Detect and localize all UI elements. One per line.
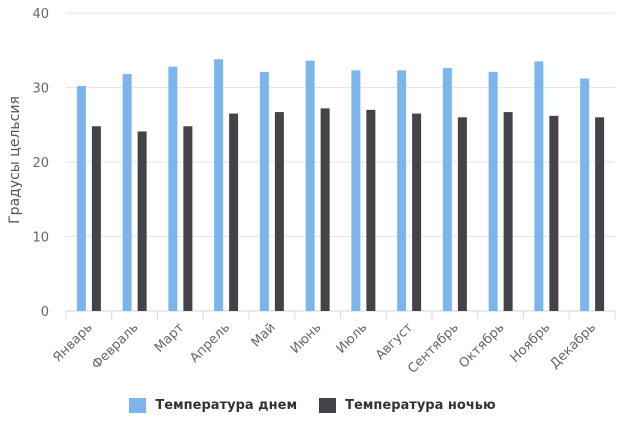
bar-night[interactable] bbox=[503, 112, 513, 312]
x-tick-label: Август bbox=[373, 320, 416, 363]
bar-day[interactable] bbox=[214, 59, 224, 311]
bar-night[interactable] bbox=[412, 113, 422, 311]
bar-day[interactable] bbox=[305, 60, 315, 312]
y-axis-label: Градусы цельсия bbox=[7, 96, 23, 224]
y-tick-label: 10 bbox=[32, 231, 49, 246]
legend-swatch-night bbox=[319, 398, 337, 413]
y-axis-ticks: 0 10 20 30 40 bbox=[32, 7, 49, 320]
legend-label-night: Температура ночью bbox=[345, 398, 496, 413]
legend-label-day: Температура днем bbox=[155, 398, 298, 413]
x-tick-label: Октябрь bbox=[456, 320, 507, 371]
legend: Температура днем Температура ночью bbox=[0, 398, 625, 413]
y-tick-label: 40 bbox=[32, 7, 49, 22]
bar-night[interactable] bbox=[595, 117, 605, 311]
x-tick-label: Февраль bbox=[89, 320, 141, 372]
y-tick-label: 0 bbox=[41, 305, 49, 320]
bar-night[interactable] bbox=[183, 126, 193, 312]
bar-night[interactable] bbox=[274, 112, 284, 312]
legend-swatch-day bbox=[129, 398, 147, 413]
bar-day[interactable] bbox=[488, 71, 498, 311]
bar-night[interactable] bbox=[457, 117, 467, 311]
x-tick-label: Декабрь bbox=[547, 320, 599, 372]
bar-day[interactable] bbox=[580, 78, 590, 311]
x-tick-label: Апрель bbox=[187, 320, 233, 366]
bar-night[interactable] bbox=[137, 131, 147, 311]
bar-day[interactable] bbox=[351, 70, 361, 312]
bars bbox=[76, 59, 605, 312]
legend-item-day[interactable]: Температура днем bbox=[129, 398, 297, 413]
x-tick-label: Март bbox=[152, 320, 188, 356]
x-tick-label: Ноябрь bbox=[508, 320, 554, 366]
bar-day[interactable] bbox=[168, 66, 178, 311]
bar-night[interactable] bbox=[549, 115, 559, 311]
x-tick-label: Июль bbox=[334, 320, 371, 357]
bar-night[interactable] bbox=[91, 126, 101, 312]
bar-day[interactable] bbox=[122, 74, 132, 311]
bar-day[interactable] bbox=[442, 68, 452, 311]
x-tick-label: Июнь bbox=[288, 320, 325, 357]
bar-day[interactable] bbox=[76, 86, 86, 311]
legend-item-night[interactable]: Температура ночью bbox=[319, 398, 496, 413]
x-tick-label: Январь bbox=[50, 320, 95, 365]
y-tick-label: 20 bbox=[32, 156, 49, 171]
y-tick-label: 30 bbox=[32, 82, 49, 97]
bar-day[interactable] bbox=[259, 71, 269, 311]
bar-day[interactable] bbox=[534, 61, 544, 311]
x-tick-label: Май bbox=[249, 320, 279, 350]
bar-night[interactable] bbox=[229, 113, 239, 311]
bar-night[interactable] bbox=[366, 109, 376, 311]
bar-day[interactable] bbox=[397, 70, 407, 312]
gridlines bbox=[66, 12, 615, 312]
bar-night[interactable] bbox=[320, 108, 330, 311]
